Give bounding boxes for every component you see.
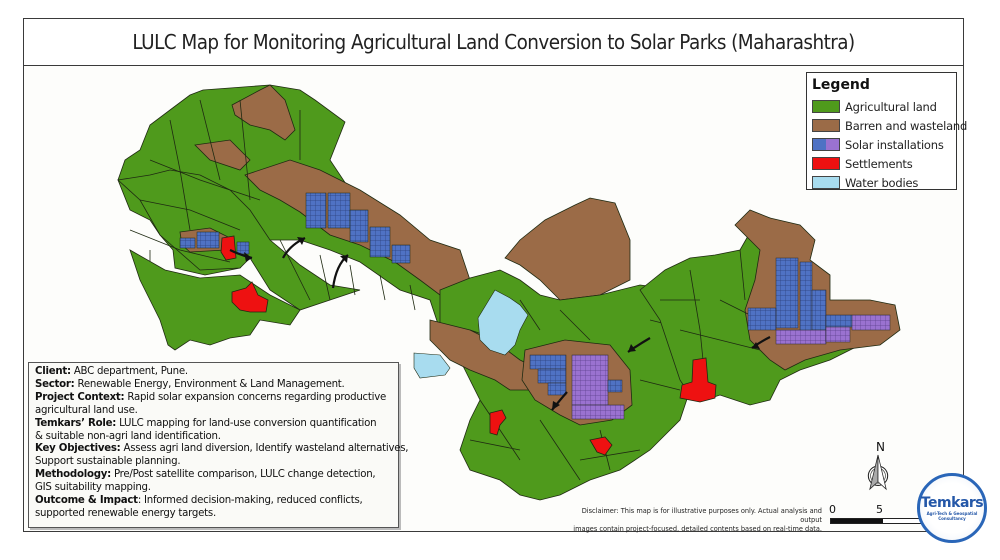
settlement-west-1 bbox=[220, 235, 237, 261]
title-bar: LULC Map for Monitoring Agricultural Lan… bbox=[24, 19, 963, 66]
arrow-heads bbox=[244, 237, 760, 410]
barren-central-north bbox=[504, 197, 631, 301]
agri-land-west-bottom bbox=[129, 249, 301, 351]
info-methodology: Methodology: Pre/Post satellite comparis… bbox=[35, 469, 376, 481]
map-title: LULC Map for Monitoring Agricultural Lan… bbox=[132, 30, 855, 54]
info-project-context: Project Context: Rapid solar expansion c… bbox=[35, 391, 386, 403]
info-role: Temkars’ Role: LULC mapping for land-use… bbox=[35, 417, 377, 429]
scale-label-start: 0 bbox=[829, 503, 836, 516]
west-region bbox=[117, 84, 471, 351]
water-bodies-swatch-icon bbox=[812, 176, 840, 189]
settlement-central-1 bbox=[489, 409, 507, 436]
water-bodies bbox=[413, 289, 529, 379]
scale-bar bbox=[830, 518, 930, 524]
settlement-central-2 bbox=[589, 436, 613, 456]
info-sector: Sector: Renewable Energy, Environment & … bbox=[35, 378, 345, 390]
disclaimer-line-1: Disclaimer: This map is for illustrative… bbox=[581, 507, 822, 524]
barren-wasteland-swatch-icon bbox=[812, 119, 840, 132]
solar-east-cluster bbox=[747, 257, 891, 345]
legend-item-water-bodies: Water bodies bbox=[812, 173, 951, 192]
north-label: N bbox=[876, 440, 885, 454]
barren-strip bbox=[194, 139, 251, 171]
central-region bbox=[429, 197, 701, 501]
agri-land-west-south bbox=[117, 169, 361, 311]
barren-north bbox=[231, 84, 296, 141]
water-reservoir bbox=[477, 289, 529, 356]
solar-central-cluster bbox=[529, 354, 625, 420]
disclaimer: Disclaimer: This map is for illustrative… bbox=[560, 507, 822, 534]
info-outcome: Outcome & Impact: Informed decision-maki… bbox=[35, 495, 363, 507]
scale-bar-fill bbox=[831, 519, 883, 523]
legend-panel: Legend Agricultural land Barren and wast… bbox=[806, 72, 967, 192]
legend-label: Settlements bbox=[845, 156, 913, 171]
solar-west-cluster bbox=[179, 192, 411, 264]
legend-item-agricultural-land: Agricultural land bbox=[812, 97, 951, 116]
info-project-context-cont: agricultural land use. bbox=[35, 404, 138, 416]
temkars-logo: Temkars Agri-Tech & Geospatial Consultan… bbox=[917, 473, 987, 543]
solar-installations-swatch-icon bbox=[812, 138, 840, 151]
legend-label: Barren and wasteland bbox=[845, 118, 968, 133]
north-arrow-icon bbox=[867, 454, 889, 491]
settlement-east bbox=[679, 357, 717, 403]
legend-item-settlements: Settlements bbox=[812, 154, 951, 173]
water-pond bbox=[413, 352, 451, 379]
legend-label: Agricultural land bbox=[845, 99, 937, 114]
settlement-west-2 bbox=[231, 281, 269, 313]
legend-title: Legend bbox=[812, 77, 870, 93]
info-methodology-cont: GIS suitability mapping. bbox=[35, 482, 151, 494]
disclaimer-line-2: images contain project-focused, detailed… bbox=[573, 525, 822, 533]
info-client: Client: ABC department, Pune. bbox=[35, 366, 188, 377]
scale-label-mid: 5 bbox=[876, 503, 883, 516]
info-objectives-cont: Support sustainable planning. bbox=[35, 456, 181, 468]
project-info-box: Client: ABC department, Pune. Sector: Re… bbox=[28, 362, 409, 528]
legend-item-barren-wasteland: Barren and wasteland bbox=[812, 116, 967, 135]
logo-tagline: Agri-Tech & Geospatial Consultancy bbox=[926, 510, 978, 521]
legend-label: Water bodies bbox=[845, 175, 919, 190]
legend-item-solar-installations: Solar installations bbox=[812, 135, 951, 154]
agricultural-land-swatch-icon bbox=[812, 100, 840, 113]
legend-label: Solar installations bbox=[845, 137, 944, 152]
settlements-swatch-icon bbox=[812, 157, 840, 170]
info-outcome-cont: supported renewable energy targets. bbox=[35, 507, 216, 519]
info-objectives: Key Objectives: Assess agri land diversi… bbox=[35, 443, 409, 455]
logo-name: Temkars bbox=[920, 494, 984, 511]
info-role-cont: & suitable non-agri land identification. bbox=[35, 430, 221, 442]
